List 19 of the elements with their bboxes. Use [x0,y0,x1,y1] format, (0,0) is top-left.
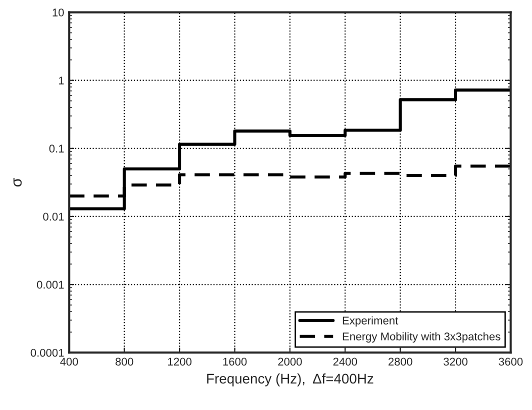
x-axis-title: Frequency (Hz), Δf=400Hz [207,373,374,386]
y-tick-label: 0.0001 [30,348,64,357]
legend-label: Energy Mobility with 3x3patches [342,332,500,343]
x-tick-label: 2400 [333,358,358,366]
x-tick-label: 1600 [223,358,247,366]
y-axis-title: σ [14,178,22,187]
y-tick-label: 0.01 [43,212,64,221]
x-tick-label: 2000 [278,358,302,366]
y-tick-label: 10 [52,8,64,16]
x-tick-label: 2800 [388,358,412,366]
legend-label: Experiment [342,316,398,327]
x-tick-label: 3200 [444,358,468,366]
x-tick-label: 1200 [168,358,192,366]
y-tick-label: 0.1 [49,144,64,153]
x-tick-label: 3600 [498,358,523,366]
y-tick-label: 0.001 [36,280,64,289]
x-tick-label: 800 [116,358,134,366]
y-tick-label: 1 [58,76,64,84]
x-tick-label: 400 [60,358,78,366]
